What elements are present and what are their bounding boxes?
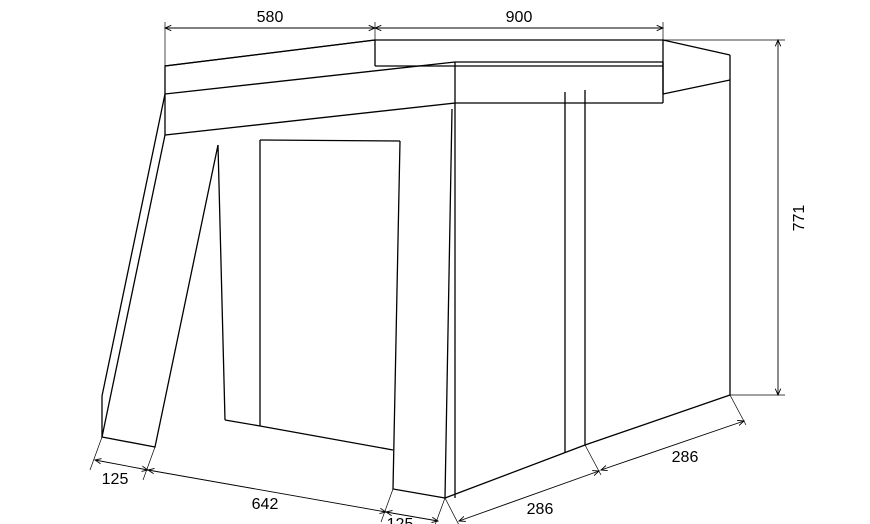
dim-top-depth: 580 (257, 9, 284, 26)
dim-height: 771 (791, 205, 808, 232)
dim-front-leg-left: 125 (102, 471, 129, 488)
dim-front-opening: 642 (252, 496, 279, 513)
dim-front-leg-right: 125 (387, 516, 414, 524)
dim-top-width: 900 (506, 9, 533, 26)
table-dimension-drawing: 580 900 771 125 642 125 286 286 (0, 0, 870, 524)
dim-side-back: 286 (672, 449, 699, 466)
dim-side-front: 286 (527, 501, 554, 518)
